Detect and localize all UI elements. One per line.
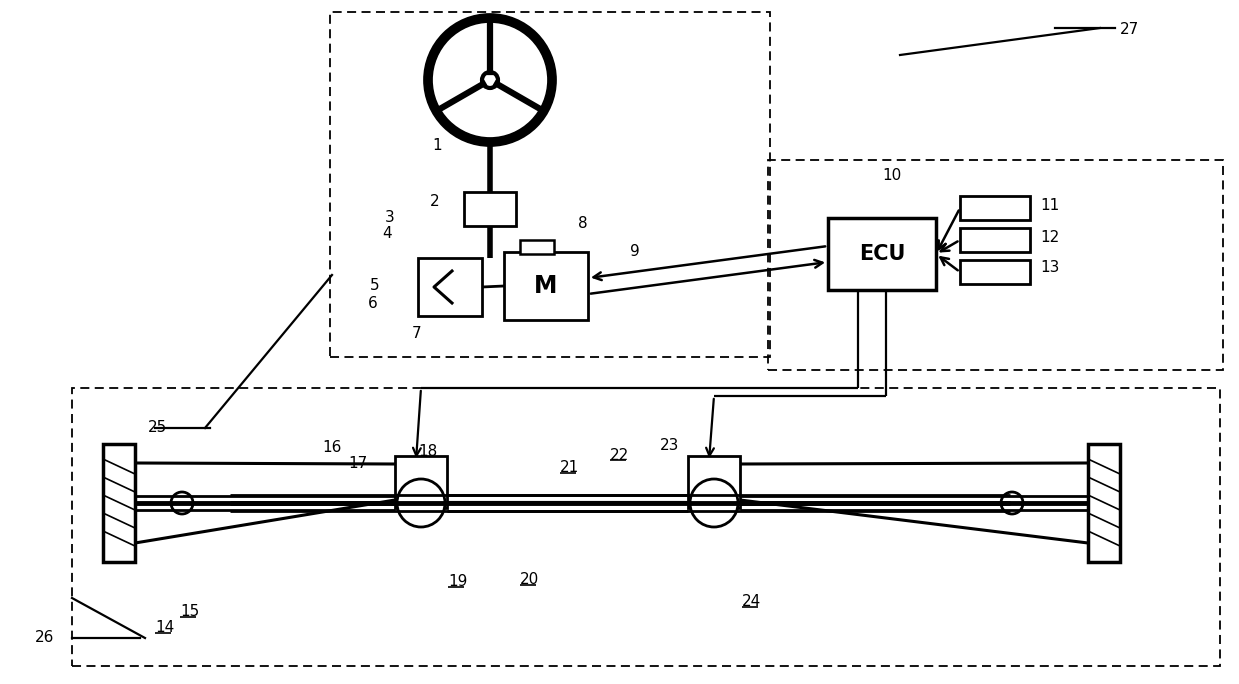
Text: 9: 9 [629,244,639,259]
Bar [463,192,515,226]
Bar [103,444,135,562]
Bar [72,388,1220,666]
Text: 7: 7 [413,326,421,341]
Text: 8: 8 [579,217,587,231]
Text: 21: 21 [560,460,580,475]
Bar [395,456,447,508]
Bar [330,12,769,357]
Bar [520,240,554,254]
Bar [828,218,935,290]
Circle shape [690,479,738,527]
Text: 26: 26 [35,631,55,646]
Text: 18: 18 [418,443,437,458]
Bar [1088,444,1120,562]
Bar [960,228,1030,252]
Text: 6: 6 [368,296,378,311]
Text: 19: 19 [449,575,467,590]
Text: 15: 15 [180,605,199,620]
Bar [688,456,740,508]
Text: 11: 11 [1040,198,1059,213]
Text: M: M [534,274,558,298]
Text: 25: 25 [147,421,167,436]
Bar [504,252,589,320]
Bar [768,160,1223,370]
Text: 22: 22 [610,447,629,462]
Bar [960,196,1030,220]
Text: 27: 27 [1120,23,1139,38]
Text: 10: 10 [882,168,901,183]
Text: 1: 1 [432,137,441,153]
Circle shape [171,492,193,514]
Text: 13: 13 [1040,261,1059,276]
Text: 17: 17 [348,456,367,471]
Text: 23: 23 [660,438,679,453]
Circle shape [396,479,445,527]
Text: 2: 2 [430,194,440,209]
Circle shape [482,72,498,88]
Text: 16: 16 [322,440,342,456]
Text: 14: 14 [155,620,175,635]
Text: 5: 5 [370,278,379,293]
Text: 24: 24 [742,594,761,609]
Text: 12: 12 [1040,230,1059,244]
Bar [960,260,1030,284]
Text: 20: 20 [520,573,539,588]
Text: 3: 3 [385,211,395,226]
Bar [418,258,482,316]
Text: ECU: ECU [859,244,906,264]
Text: 4: 4 [382,226,392,241]
Circle shape [1001,492,1023,514]
